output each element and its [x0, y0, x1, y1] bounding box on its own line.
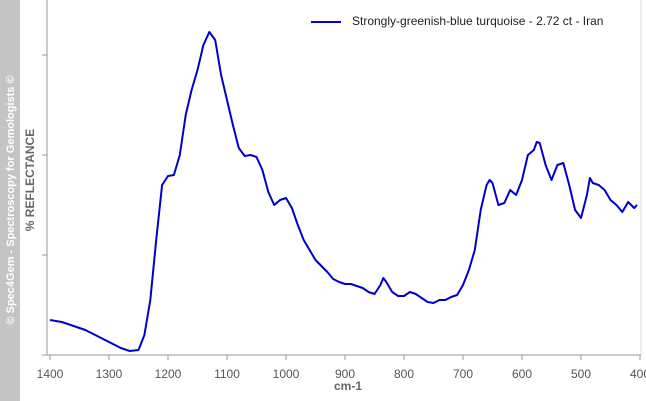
x-tick-label: 1300 — [96, 367, 123, 381]
x-axis-label: cm-1 — [334, 379, 362, 393]
x-tick-label: 600 — [512, 367, 532, 381]
x-tick-label: 1100 — [214, 367, 240, 381]
x-tick-label: 1200 — [155, 367, 182, 381]
legend-label: Strongly-greenish-blue turquoise - 2.72 … — [352, 14, 603, 28]
x-tick-label: 1400 — [37, 367, 64, 381]
y-axis-ticks — [42, 54, 47, 356]
side-strip — [0, 0, 20, 401]
x-tick-label: 700 — [453, 367, 473, 381]
x-tick-label: 500 — [571, 367, 591, 381]
y-axis-label: % REFLECTANCE — [23, 129, 37, 231]
x-tick-label: 900 — [335, 367, 355, 381]
spectrum-line — [49, 31, 638, 352]
x-tick-label: 800 — [394, 367, 414, 381]
watermark: © Spec4Gem - Spectroscopy for Gemologist… — [5, 75, 17, 324]
x-tick-label: 1000 — [273, 367, 300, 381]
x-tick-label: 400 — [630, 367, 646, 381]
